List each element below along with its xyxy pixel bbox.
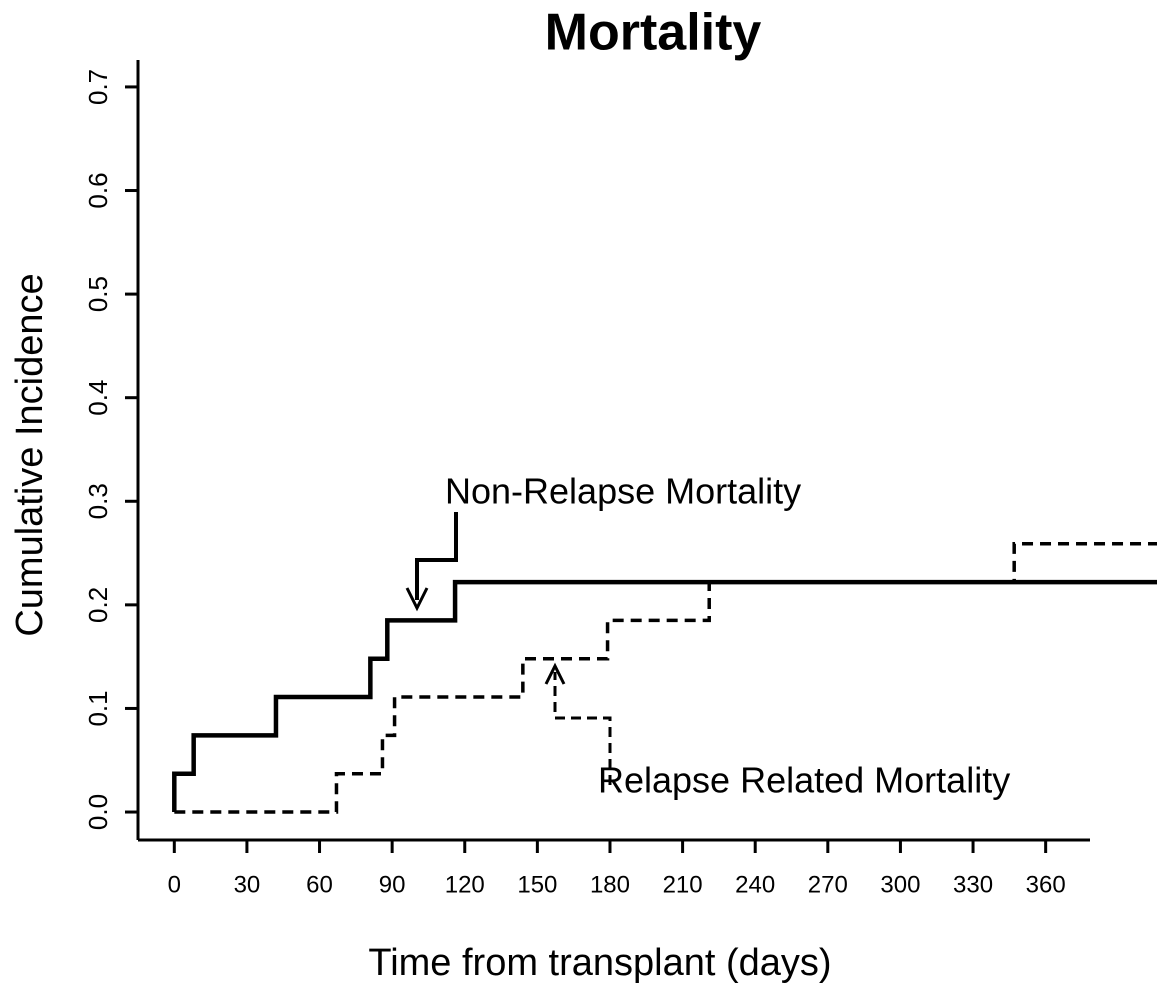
chart-title: Mortality (545, 4, 762, 62)
y-axis-label: Cumulative Incidence (9, 273, 51, 636)
x-tick-label: 90 (379, 871, 406, 898)
x-tick-label: 360 (1026, 871, 1066, 898)
arrow-head (405, 587, 429, 612)
x-axis-label: Time from transplant (days) (368, 942, 831, 984)
y-tick-label: 0.5 (83, 276, 113, 312)
arrow-head (544, 662, 566, 685)
annotation-arrow (553, 672, 612, 785)
annotation-arrow (415, 512, 458, 600)
x-tick-label: 30 (234, 871, 261, 898)
x-tick-label: 120 (445, 871, 485, 898)
x-tick-label: 180 (590, 871, 630, 898)
series-line (174, 541, 1157, 814)
annotation: Relapse Related Mortality (598, 760, 1010, 801)
y-tick-label: 0.7 (83, 69, 113, 105)
y-tick-label: 0.1 (83, 690, 113, 726)
annotation: Non-Relapse Mortality (445, 471, 801, 512)
x-tick-label: 150 (517, 871, 557, 898)
x-tick-label: 60 (306, 871, 333, 898)
series-line (172, 579, 1157, 813)
x-tick-label: 270 (808, 871, 848, 898)
x-tick-label: 300 (880, 871, 920, 898)
x-tick-label: 0 (168, 871, 181, 898)
x-tick-label: 330 (953, 871, 993, 898)
y-tick-label: 0.2 (83, 587, 113, 623)
x-tick-label: 240 (735, 871, 775, 898)
y-tick-label: 0.4 (83, 380, 113, 416)
y-tick-label: 0.0 (83, 794, 113, 830)
x-tick-label: 210 (663, 871, 703, 898)
y-tick-label: 0.6 (83, 172, 113, 208)
y-tick-label: 0.3 (83, 483, 113, 519)
